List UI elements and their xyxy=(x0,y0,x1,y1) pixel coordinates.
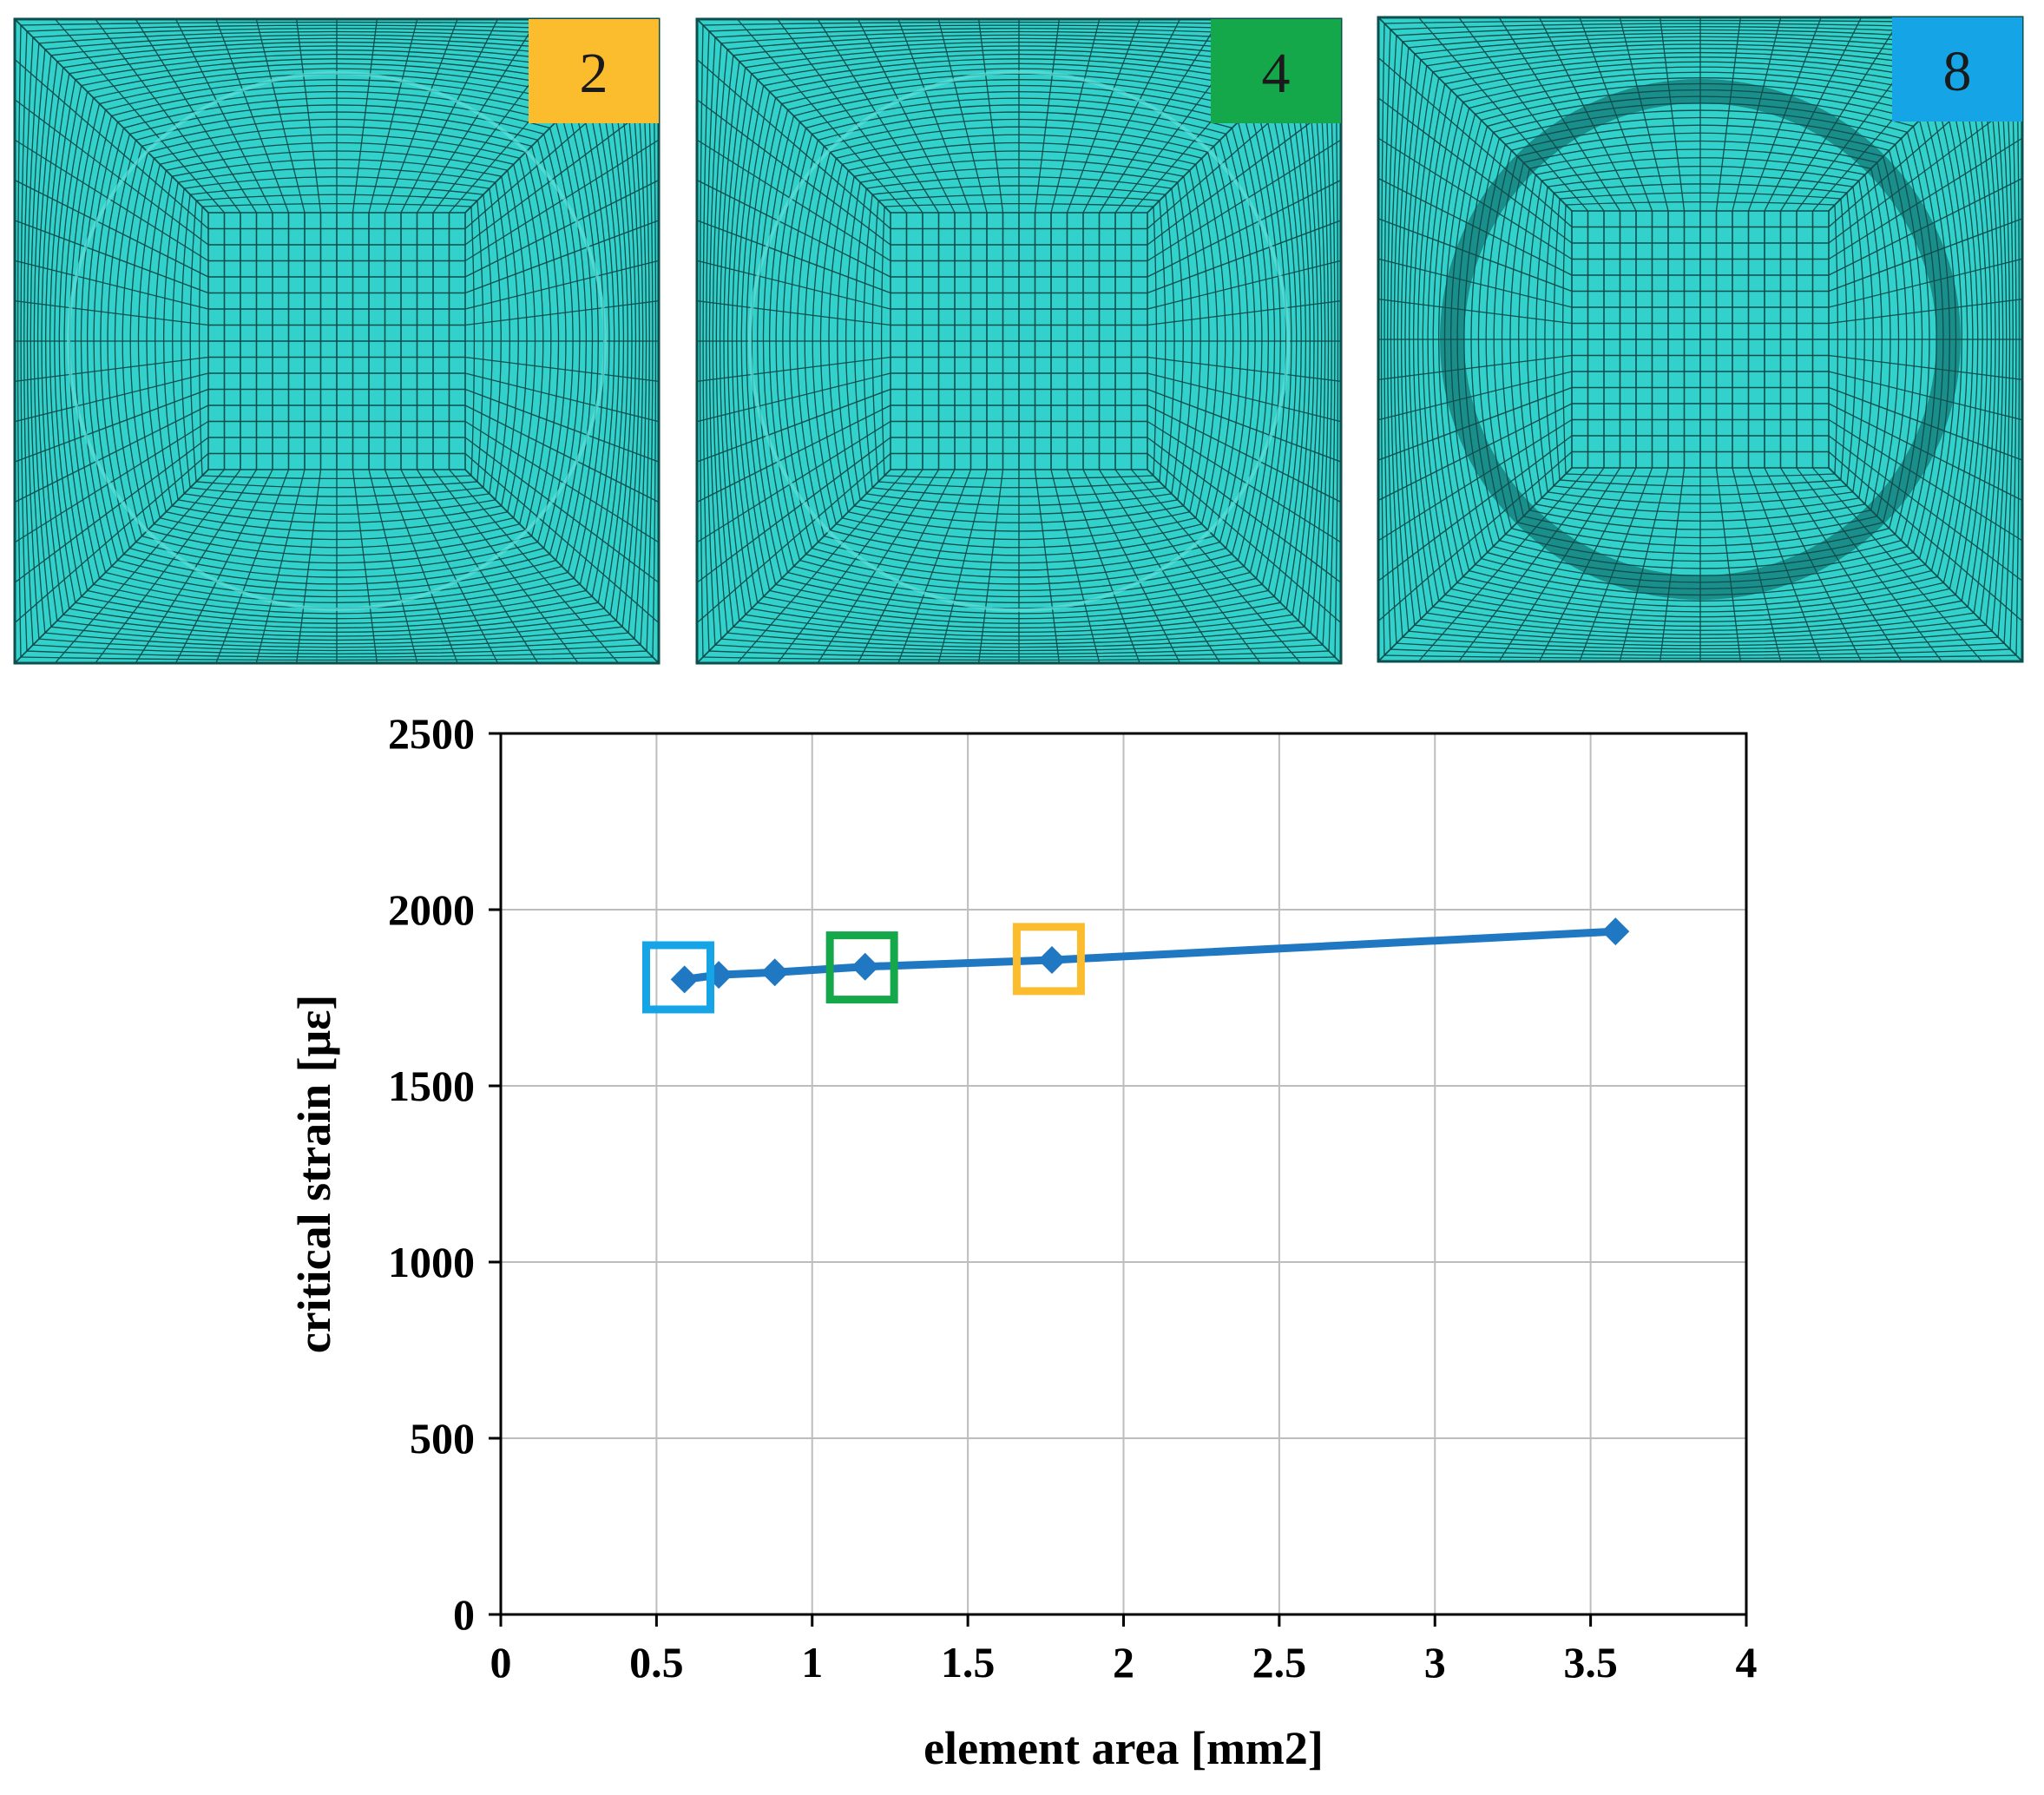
y-tick-label: 2000 xyxy=(388,885,475,934)
mesh-inner-grid xyxy=(1571,210,1830,469)
mesh-circle-boundary xyxy=(67,71,607,611)
x-tick-label: 1 xyxy=(801,1638,823,1687)
x-tick-label: 4 xyxy=(1736,1638,1758,1687)
y-axis-label: critical strain [με] xyxy=(288,995,340,1354)
x-tick-label: 3 xyxy=(1424,1638,1446,1687)
data-point-marker xyxy=(670,965,699,994)
mesh-border xyxy=(1377,16,2024,663)
chart-grid xyxy=(501,733,1747,1614)
x-axis-label: element area [mm2] xyxy=(923,1722,1324,1774)
axis-ticks xyxy=(489,732,1748,1627)
x-tick-label: 0.5 xyxy=(629,1638,684,1687)
data-point-marker xyxy=(1601,917,1630,946)
data-point-marker xyxy=(760,958,789,987)
critical-strain-chart: 0 0.5 1 1.5 2 2.5 3 3.5 4 0 500 1000 1500 2000 2500 ele… xyxy=(288,709,1758,1774)
x-tick-label: 1.5 xyxy=(941,1638,996,1687)
mesh-highlight-box-2 xyxy=(1012,923,1085,996)
y-tick-label: 0 xyxy=(453,1590,475,1639)
mesh-border xyxy=(695,17,1343,665)
mesh-panel-8: 8 xyxy=(1377,16,2024,663)
data-point-marker xyxy=(851,952,879,981)
x-tick-label: 2 xyxy=(1113,1638,1134,1687)
mesh-label-2: 2 xyxy=(580,42,608,105)
mesh-border xyxy=(13,17,661,665)
mesh-label-box-8 xyxy=(1892,17,2022,122)
mesh-highlight-box-8 xyxy=(641,941,714,1014)
x-tick-label: 0 xyxy=(490,1638,512,1687)
data-point-marker xyxy=(1037,946,1066,975)
y-tick-label: 1000 xyxy=(388,1238,475,1286)
y-tick-label: 500 xyxy=(410,1414,475,1463)
mesh-label-box-4 xyxy=(1211,19,1341,123)
mesh-outer-sweep xyxy=(14,18,660,664)
mesh-panel-2: 2 xyxy=(13,17,661,665)
mesh-label-8: 8 xyxy=(1943,40,1972,103)
mesh-highlight-box-4 xyxy=(825,931,898,1004)
mesh-panel-4: 4 xyxy=(695,17,1343,665)
mesh-circle-boundary xyxy=(748,70,1290,612)
series-line xyxy=(684,927,1616,983)
y-tick-label: 2500 xyxy=(388,709,475,758)
y-tick-label: 1500 xyxy=(388,1062,475,1110)
x-tick-label: 2.5 xyxy=(1252,1638,1307,1687)
mesh-label-4: 4 xyxy=(1262,42,1291,105)
mesh-panels: 2 4 8 xyxy=(13,16,2024,665)
mesh-label-box-2 xyxy=(529,19,659,123)
x-tick-label: 3.5 xyxy=(1563,1638,1618,1687)
